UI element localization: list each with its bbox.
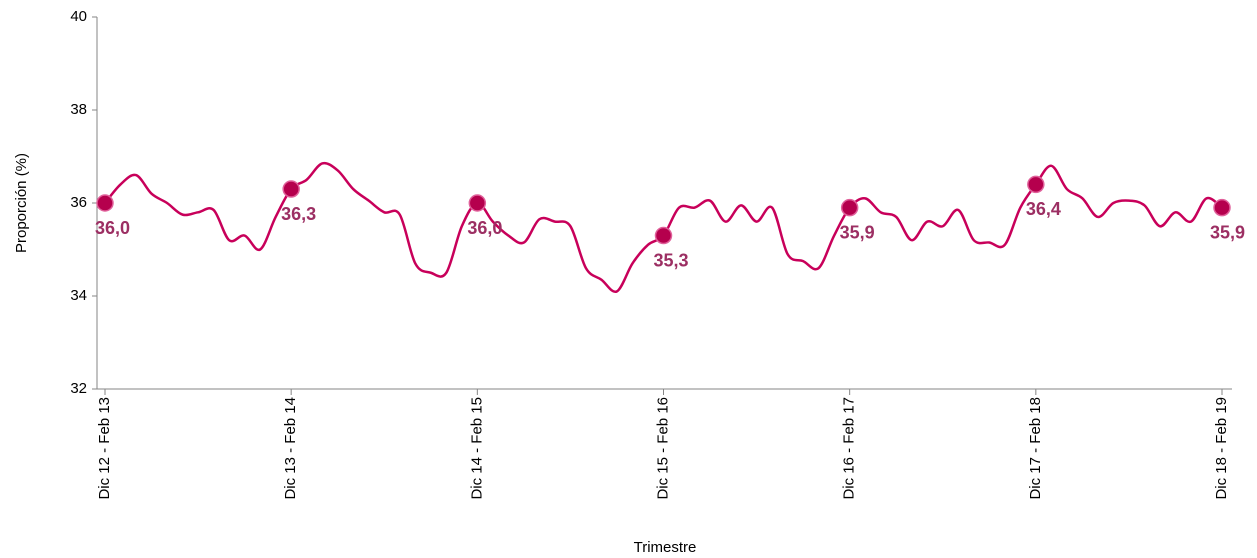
x-tick-label: Dic 15 - Feb 16 (654, 397, 671, 500)
data-label: 36,0 (467, 218, 502, 238)
y-axis-label: Proporción (%) (13, 153, 30, 253)
data-label: 35,9 (1210, 222, 1245, 242)
data-label: 36,0 (95, 218, 130, 238)
marker (282, 180, 300, 198)
y-tick-label: 34 (70, 287, 87, 304)
x-tick-label: Dic 13 - Feb 14 (282, 397, 299, 500)
x-tick-label: Dic 18 - Feb 19 (1213, 397, 1230, 500)
data-label: 36,3 (281, 204, 316, 224)
x-axis-label: Trimestre (634, 539, 697, 556)
x-tick-label: Dic 17 - Feb 18 (1027, 397, 1044, 500)
y-tick-label: 32 (70, 380, 87, 397)
marker (1213, 198, 1231, 217)
data-label: 36,4 (1026, 199, 1061, 219)
y-tick-label: 36 (70, 194, 87, 211)
x-tick-label: Dic 12 - Feb 13 (96, 397, 113, 500)
x-tick-label: Dic 14 - Feb 15 (468, 397, 485, 500)
marker (468, 194, 487, 212)
marker (654, 226, 673, 245)
marker (96, 194, 114, 212)
x-tick-label: Dic 16 - Feb 17 (841, 397, 858, 500)
y-tick-label: 40 (70, 8, 87, 25)
marker (840, 198, 859, 217)
data-label: 35,9 (840, 222, 875, 242)
marker (1027, 175, 1045, 194)
data-label: 35,3 (654, 250, 689, 270)
y-tick-label: 38 (70, 101, 87, 118)
